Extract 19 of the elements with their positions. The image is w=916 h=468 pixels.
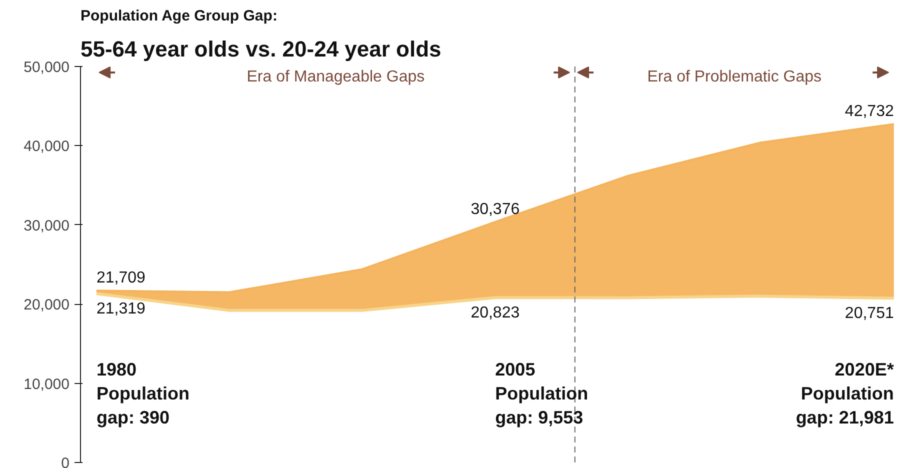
y-tick-label: 40,000: [24, 138, 70, 156]
annotation: 2020E* Population gap: 21,981: [796, 360, 894, 428]
data-label: 30,376: [470, 200, 520, 218]
annotation: Era of Problematic Gaps: [647, 68, 822, 86]
data-label: 21,319: [96, 300, 146, 318]
y-tick-label: 10,000: [24, 376, 70, 393]
chart-title: Population Age Group Gap:: [80, 8, 278, 24]
annotation: 1980 Population gap: 390: [96, 360, 190, 428]
y-tick-label: 20,000: [24, 296, 70, 314]
annotation: Era of Manageable Gaps: [246, 68, 425, 86]
y-tick-label: 50,000: [24, 59, 70, 76]
data-label: 21,709: [96, 270, 146, 287]
annotation: 2005 Population gap: 9,553: [495, 360, 588, 428]
y-tick-label: 30,000: [24, 217, 70, 234]
data-label: 42,732: [844, 103, 894, 120]
y-tick-label: 0: [61, 455, 70, 468]
data-label: 20,751: [844, 305, 894, 322]
chart-subtitle: 55-64 year olds vs. 20-24 year olds: [80, 36, 442, 62]
data-label: 20,823: [470, 304, 520, 322]
